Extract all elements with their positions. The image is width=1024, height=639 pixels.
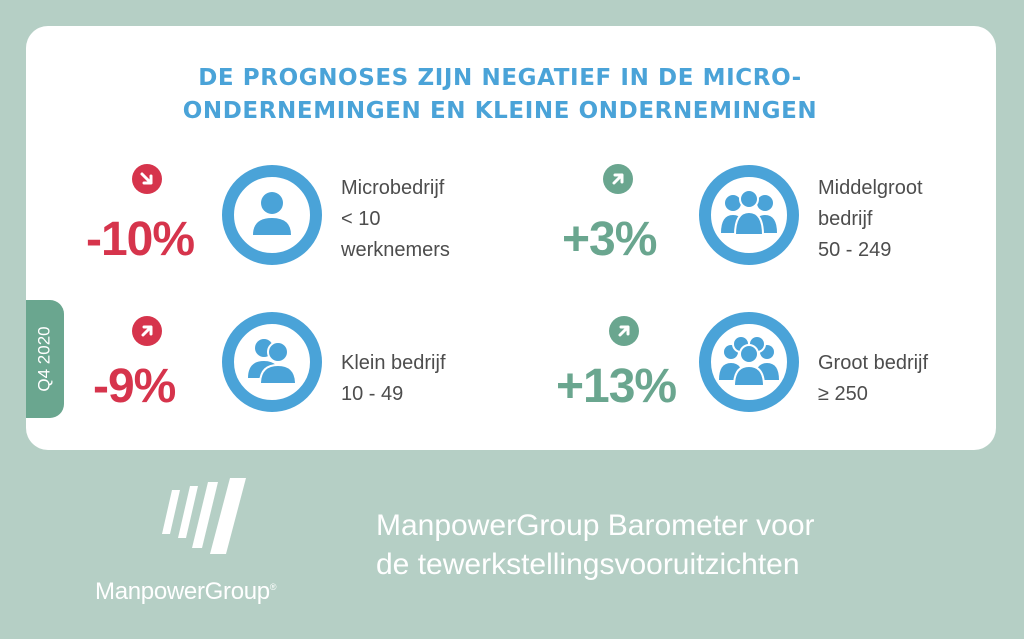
single-person-icon — [222, 165, 322, 265]
headline-line-2: ONDERNEMINGEN EN KLEINE ONDERNEMINGEN — [182, 98, 818, 124]
segment-label-line: 10 - 49 — [341, 383, 404, 405]
logo-text: ManpowerGroup — [95, 578, 270, 605]
segment-label: Klein bedrijf 10 - 49 — [341, 348, 446, 410]
percent-value: +13% — [556, 360, 677, 413]
segment-label-line: werknemers — [341, 239, 450, 261]
headline: DE PROGNOSES ZIJN NEGATIEF IN DE MICRO- … — [60, 62, 940, 128]
percent-value: -9% — [93, 360, 176, 413]
report-title-line-1: ManpowerGroup Barometer voor — [376, 509, 815, 542]
segment-label-line: Microbedrijf — [341, 177, 445, 199]
segment-label-line: < 10 — [341, 208, 381, 230]
headline-line-1: DE PROGNOSES ZIJN NEGATIEF IN DE MICRO- — [198, 65, 802, 91]
report-title-line-2: de tewerkstellingsvooruitzichten — [376, 548, 800, 581]
segment-label: Groot bedrijf ≥ 250 — [818, 348, 928, 410]
percent-value: +3% — [562, 213, 657, 266]
percent-value: -10% — [86, 213, 195, 266]
period-tab-label: Q4 2020 — [35, 326, 55, 392]
segment-label-line: bedrijf — [818, 208, 873, 230]
manpowergroup-logo-icon — [162, 478, 246, 554]
arrow-up-right-icon — [609, 316, 639, 346]
arrow-up-right-icon — [603, 164, 633, 194]
segment-label-line: Groot bedrijf — [818, 352, 929, 374]
segment-label-line: ≥ 250 — [818, 383, 868, 405]
segment-label-line: Klein bedrijf — [341, 352, 446, 374]
two-people-icon — [222, 312, 322, 412]
registered-mark: ® — [269, 582, 277, 592]
period-tab: Q4 2020 — [26, 300, 64, 418]
arrow-up-right-icon — [132, 316, 162, 346]
segment-label: Microbedrijf < 10 werknemers — [341, 173, 450, 266]
segment-label-line: Middelgroot — [818, 177, 923, 199]
group-of-four-icon — [699, 165, 799, 265]
segment-label-line: 50 - 249 — [818, 239, 892, 261]
large-group-icon — [699, 312, 799, 412]
arrow-down-right-icon — [132, 164, 162, 194]
segment-label: Middelgroot bedrijf 50 - 249 — [818, 173, 923, 266]
content-card — [26, 26, 996, 450]
logo-wordmark: ManpowerGroup® — [95, 578, 277, 606]
report-title: ManpowerGroup Barometer voor de tewerkst… — [376, 506, 996, 584]
